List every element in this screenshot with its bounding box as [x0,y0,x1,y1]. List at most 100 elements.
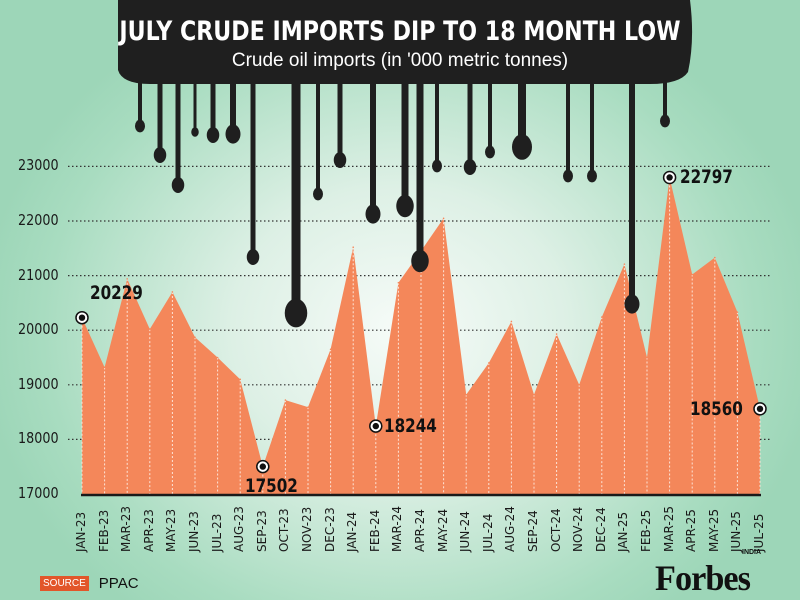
annotation-marker-dot [756,405,764,413]
data-point [171,291,174,293]
oil-drip [629,60,635,304]
oil-drop [463,159,477,175]
oil-drop [396,194,414,218]
x-tick-label: JAN-23 [74,511,88,552]
annotation-marker-dot [78,314,86,321]
oil-drop [206,127,220,143]
x-tick-label: SEP-24 [526,510,540,552]
x-tick-label: NOV-23 [300,506,314,552]
x-tick-label: JAN-24 [345,511,360,552]
oil-drop [624,294,640,314]
oil-drop [313,187,323,201]
data-point [397,281,400,284]
x-tick-label: JAN-25 [616,511,631,552]
x-tick-label: MAY-24 [435,508,450,552]
oil-drip [316,60,320,194]
oil-drop [587,169,597,183]
x-tick-label: DEC-23 [322,507,337,552]
oil-drip [157,60,163,155]
x-tick-label: AUG-24 [503,506,518,552]
oil-blob [118,0,693,84]
y-tick-label: 17000 [18,484,59,502]
oil-drop [365,204,381,224]
oil-drip [210,60,216,135]
data-point [691,273,693,276]
x-tick-label: APR-25 [684,509,699,552]
data-point [103,366,106,369]
x-tick-label: MAY-25 [706,508,721,552]
oil-drop [135,119,145,133]
oil-drop [153,147,167,163]
data-label: 22797 [679,166,733,189]
x-tick-label: FEB-23 [96,509,111,552]
oil-drop [333,152,347,168]
data-point [307,406,309,408]
data-point [623,263,626,265]
x-tick-label: NOV-24 [571,506,586,552]
data-point [555,333,558,335]
data-point [510,320,513,323]
oil-drop [246,249,260,265]
data-label: 17502 [244,474,298,497]
oil-drop [660,114,670,128]
oil-drip [291,60,301,313]
x-tick-label: DEC-24 [593,507,608,552]
data-point [329,348,332,351]
data-point [736,311,739,313]
data-label: 20229 [90,281,143,304]
x-tick-label: JUL-24 [480,513,495,552]
annotation-marker-dot [666,174,673,181]
annotation-marker-dot [372,422,379,430]
x-tick-label: SEP-23 [254,510,269,552]
x-tick-label: FEB-25 [639,509,653,552]
data-point [601,316,603,318]
y-tick-label: 19000 [18,374,59,393]
data-label: 18244 [383,415,437,438]
x-tick-label: MAR-23 [119,505,134,552]
oil-drop [284,298,308,328]
oil-drop [485,145,495,159]
data-point [194,336,196,339]
x-tick-label: OCT-24 [548,508,563,552]
data-point [578,384,580,386]
source-value: PPAC [98,575,139,592]
oil-drip [401,60,409,206]
x-tick-label: JUL-23 [209,513,224,552]
oil-drop [171,177,185,193]
x-tick-label: APR-24 [413,509,427,552]
oil-drop [225,124,241,144]
oil-drop [563,169,573,183]
oil-drip [175,60,181,185]
y-tick-label: 21000 [18,265,59,284]
oil-drip [416,60,424,261]
forbes-logo: Forbes [655,558,751,598]
oil-drip [337,60,343,160]
chart-subtitle: Crude oil imports (in '000 metric tonnes… [231,50,569,71]
forbes-edition: INDIA [742,549,762,556]
x-tick-label: JUN-23 [187,511,201,552]
oil-drop [512,134,532,160]
source-note: SOURCE PPAC [40,575,139,592]
y-tick-label: 20000 [18,320,59,339]
data-point [488,362,490,364]
oil-drip [467,60,473,167]
y-tick-label: 23000 [18,156,59,175]
annotation-markers [75,170,767,474]
y-tick-label: 18000 [18,429,59,448]
x-tick-label: MAR-25 [661,505,676,552]
oil-drip [566,60,570,176]
y-tick-label: 22000 [18,211,59,229]
data-point [646,356,648,359]
x-tick-label: AUG-23 [232,506,247,552]
data-point [352,246,355,249]
oil-drips-decoration [118,0,693,328]
oil-drip [250,60,256,257]
data-point [239,378,241,381]
data-point [126,278,128,280]
x-tick-label: APR-23 [141,509,156,552]
oil-drip [138,60,142,126]
data-point [533,393,535,396]
annotation-marker-dot [259,463,266,470]
data-point [216,356,219,359]
x-tick-label: MAR-24 [390,505,405,552]
